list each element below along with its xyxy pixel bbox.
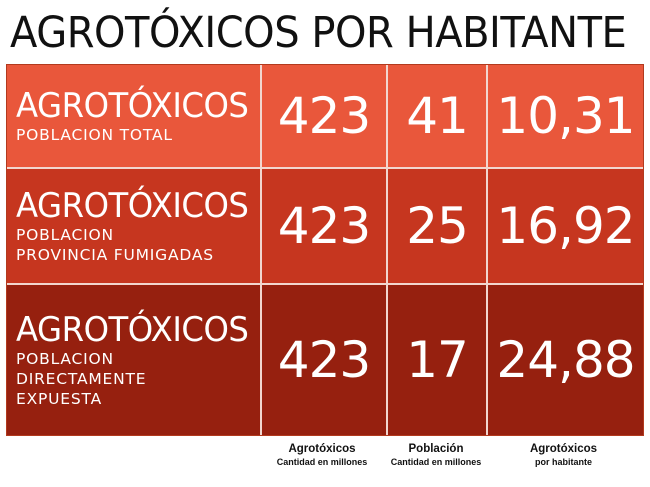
row-sublabel: POBLACION TOTAL <box>16 126 173 144</box>
table-row: AGROTÓXICOS POBLACION TOTAL 423 41 10,31 <box>7 65 643 167</box>
row-sublabel: POBLACION PROVINCIA FUMIGADAS <box>16 226 214 264</box>
column-footer-por-habitante: Agrotóxicos por habitante <box>485 442 642 468</box>
poblacion-value: 17 <box>406 331 469 389</box>
row-label: AGROTÓXICOS <box>16 310 249 350</box>
poblacion-value: 41 <box>406 87 469 145</box>
column-footer-agrotoxicos: Agrotóxicos Cantidad en millones <box>259 442 385 468</box>
agrotoxicos-value: 423 <box>277 87 371 145</box>
agrotoxicos-value: 423 <box>277 331 371 389</box>
row-label: AGROTÓXICOS <box>16 186 249 226</box>
column-footer-heading: Agrotóxicos <box>288 443 356 455</box>
row-label-cell: AGROTÓXICOS POBLACION TOTAL <box>7 65 260 167</box>
poblacion-cell: 25 <box>386 169 486 283</box>
por-habitante-cell: 16,92 <box>486 169 643 283</box>
column-footer-poblacion: Población Cantidad en millones <box>383 442 489 468</box>
agrotoxicos-cell: 423 <box>260 65 386 167</box>
row-label: AGROTÓXICOS <box>16 86 249 126</box>
row-label-cell: AGROTÓXICOS POBLACION DIRECTAMENTE EXPUE… <box>7 285 260 435</box>
column-footer-sub: por habitante <box>534 457 592 467</box>
agrotoxicos-value: 423 <box>277 197 371 255</box>
table-row: AGROTÓXICOS POBLACION PROVINCIA FUMIGADA… <box>7 167 643 283</box>
column-footer-heading: Agrotóxicos <box>529 443 598 455</box>
row-label-cell: AGROTÓXICOS POBLACION PROVINCIA FUMIGADA… <box>7 169 260 283</box>
page-title: AGROTÓXICOS POR HABITANTE <box>10 8 627 58</box>
data-table: AGROTÓXICOS POBLACION TOTAL 423 41 10,31… <box>6 64 644 436</box>
por-habitante-value: 10,31 <box>496 87 635 145</box>
table-row: AGROTÓXICOS POBLACION DIRECTAMENTE EXPUE… <box>7 283 643 435</box>
por-habitante-value: 16,92 <box>496 197 635 255</box>
poblacion-cell: 41 <box>386 65 486 167</box>
por-habitante-value: 24,88 <box>496 331 635 389</box>
agrotoxicos-cell: 423 <box>260 169 386 283</box>
row-sublabel: POBLACION DIRECTAMENTE EXPUESTA <box>16 350 147 408</box>
column-footer-heading: Población <box>408 443 464 455</box>
poblacion-value: 25 <box>406 197 469 255</box>
por-habitante-cell: 10,31 <box>486 65 643 167</box>
column-footer-sub: Cantidad en millones <box>276 457 368 467</box>
agrotoxicos-cell: 423 <box>260 285 386 435</box>
poblacion-cell: 17 <box>386 285 486 435</box>
column-footer-sub: Cantidad en millones <box>390 457 482 467</box>
por-habitante-cell: 24,88 <box>486 285 643 435</box>
